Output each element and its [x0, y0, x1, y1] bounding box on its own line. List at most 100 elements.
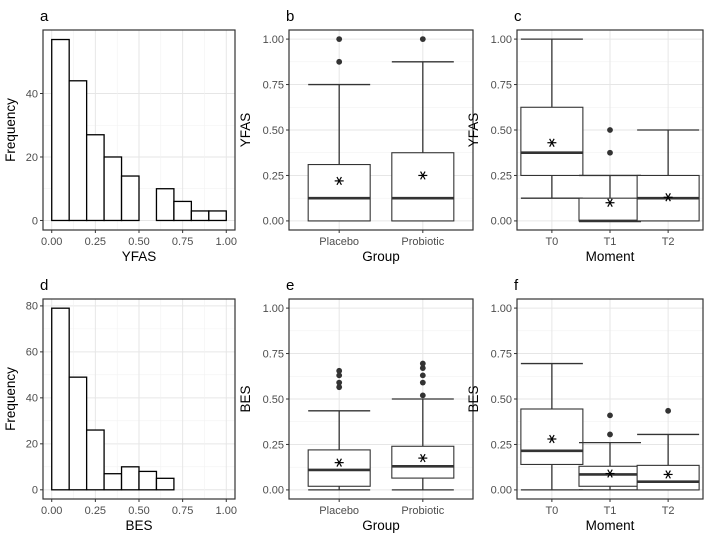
box-iqr: [391, 152, 455, 222]
mean-marker-stroke: [665, 470, 671, 479]
box-iqr: [307, 163, 371, 222]
y-tick-label: 60: [26, 347, 38, 359]
histogram-bar: [51, 38, 70, 222]
boxplot-Placebo: [307, 36, 371, 222]
y-tick-label: 0.75: [491, 79, 512, 91]
y-tick-label: 0.50: [491, 125, 512, 137]
histogram-bar: [138, 470, 158, 491]
y-tick-label: 1.00: [263, 34, 284, 46]
y-tick-label: 0.75: [263, 79, 284, 91]
mean-marker: [547, 434, 557, 444]
mean-marker-stroke: [336, 176, 342, 186]
y-tick-label: 0.00: [263, 485, 284, 497]
y-tick-label: 0.00: [491, 216, 512, 228]
mean-marker: [334, 458, 344, 467]
y-axis-title: YFAS: [466, 113, 481, 148]
x-tick-label: T1: [604, 505, 617, 517]
x-tick-label: Placebo: [319, 236, 359, 248]
y-tick-label: 20: [26, 152, 38, 164]
mean-marker-stroke: [549, 434, 555, 444]
panel-b: 0.00 0.25 0.50 0.75 1.00 Placebo ProbioticGrou…: [238, 8, 474, 264]
box-iqr: [636, 464, 700, 491]
x-axis-title: Group: [362, 518, 400, 533]
histogram-bar: [155, 188, 175, 222]
y-axis-title: Frequency: [3, 367, 18, 431]
outlier-point: [336, 58, 343, 65]
y-tick-label: 40: [26, 88, 38, 100]
boxplot-T1: [578, 412, 642, 491]
panel-label: a: [40, 8, 49, 25]
x-tick-label: 0.75: [172, 505, 193, 517]
y-tick-label: 0.25: [491, 170, 512, 182]
boxplot-Placebo: [307, 367, 371, 491]
histogram-bar: [85, 134, 105, 222]
x-tick-label: 0.00: [41, 505, 62, 517]
mean-marker: [334, 176, 344, 186]
outlier-point: [336, 384, 343, 391]
outlier-point: [419, 365, 426, 371]
y-axis-title: YFAS: [238, 113, 253, 148]
outlier-point: [419, 372, 426, 379]
outlier-point: [665, 407, 672, 414]
mean-marker-stroke: [336, 458, 342, 467]
y-tick-label: 40: [26, 393, 38, 405]
histogram-bar: [68, 376, 88, 491]
y-tick-label: 0.75: [491, 348, 512, 360]
y-tick-label: 0.00: [263, 216, 284, 228]
y-tick-label: 0.50: [263, 125, 284, 137]
histogram-bar: [120, 466, 140, 491]
panel-label: e: [286, 277, 294, 294]
x-tick-label: 1.00: [216, 505, 237, 517]
histogram-bar: [103, 156, 123, 222]
x-axis-title: YFAS: [122, 249, 157, 264]
y-tick-label: 0.25: [263, 439, 284, 451]
mean-marker-stroke: [549, 138, 555, 147]
panel-c: 0.00 0.25 0.50 0.75 1.00 T0 T1 T2 Moment YFAS c: [466, 8, 704, 264]
outlier-point: [607, 412, 613, 419]
x-axis-title: Moment: [586, 249, 635, 264]
outlier-point: [336, 36, 343, 42]
mean-marker: [547, 138, 557, 147]
panel-label: f: [514, 277, 519, 294]
y-tick-label: 0.25: [491, 439, 512, 451]
histogram-bar: [155, 477, 175, 491]
mean-marker-stroke: [420, 171, 426, 180]
y-axis-title: Frequency: [3, 98, 18, 162]
y-tick-label: 20: [26, 439, 38, 451]
y-tick-label: 1.00: [263, 303, 284, 315]
boxplot-T0: [520, 38, 584, 199]
panel-label: b: [286, 8, 294, 25]
panel-e: 0.00 0.25 0.50 0.75 1.00 Placebo ProbioticGrou…: [238, 277, 474, 533]
x-tick-label: 0.50: [128, 236, 149, 248]
mean-marker: [418, 453, 428, 463]
y-tick-label: 0: [32, 485, 38, 497]
x-tick-label: 0.75: [172, 236, 193, 248]
mean-marker-stroke: [607, 469, 613, 478]
x-tick-label: Probiotic: [401, 236, 444, 248]
x-tick-label: T0: [545, 236, 558, 248]
outlier-point: [419, 36, 426, 42]
box-iqr: [578, 465, 642, 487]
y-tick-label: 0.25: [263, 170, 284, 182]
boxplot-Probiotic: [391, 36, 455, 222]
y-tick-label: 0.50: [263, 394, 284, 406]
histogram-bar: [103, 473, 123, 491]
histogram-bar: [51, 307, 70, 491]
mean-marker: [605, 469, 615, 478]
histogram-bar: [173, 200, 193, 222]
box-iqr: [307, 449, 371, 487]
mean-marker-stroke: [607, 198, 613, 207]
outlier-point: [607, 431, 613, 438]
outlier-point: [419, 379, 426, 386]
panel-label: c: [514, 8, 522, 25]
x-tick-label: 0.00: [41, 236, 62, 248]
boxplot-T2: [636, 129, 700, 222]
y-tick-label: 0.50: [491, 394, 512, 406]
histogram-bar: [120, 175, 140, 222]
panel-d: 0 20 40 60 80 0.00 0.25 0.50 0.75 1.00 BES Frequenc…: [3, 277, 237, 533]
boxplot-T2: [636, 407, 700, 491]
x-axis-title: Group: [362, 249, 400, 264]
mean-marker: [663, 470, 673, 479]
x-tick-label: T2: [662, 236, 675, 248]
